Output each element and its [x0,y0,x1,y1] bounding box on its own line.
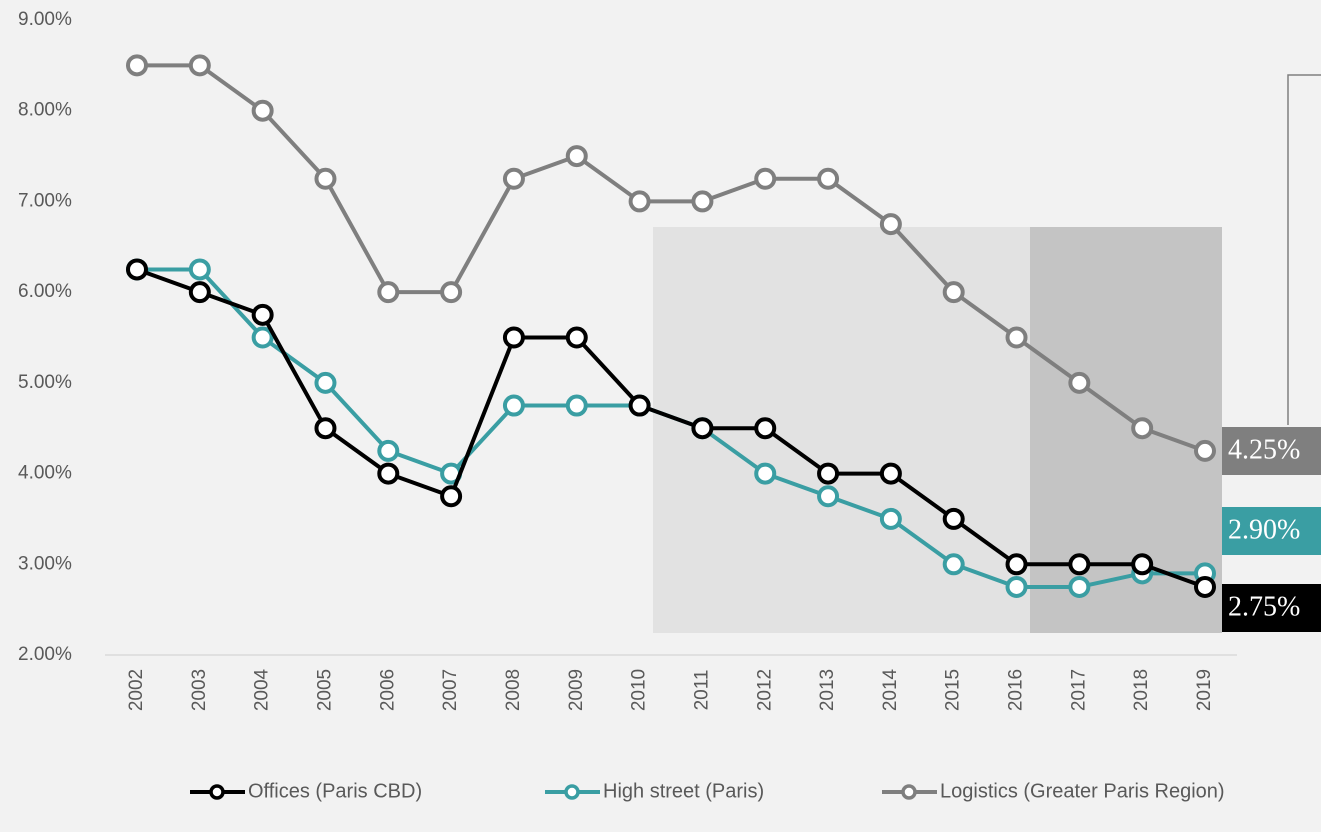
point [1131,417,1154,440]
point [126,258,148,281]
point [754,167,777,190]
point [817,462,840,485]
point [1194,575,1216,598]
y-tick-label: 4.00% [18,463,72,484]
point [440,281,463,304]
x-tick-label: 2017 [1068,669,1089,711]
value-label-box [1222,427,1321,475]
point [942,553,965,576]
y-tick-label: 9.00% [18,9,72,30]
x-tick-label: 2003 [189,669,210,711]
point [502,394,525,417]
legend-label: Offices (Paris CBD) [248,780,422,802]
value-label-box [1222,507,1321,555]
x-tick-label: 2013 [817,669,838,711]
legend-marker [209,784,225,800]
x-tick-label: 2014 [880,668,901,711]
point [440,485,463,508]
point [1068,371,1091,394]
point [314,167,337,190]
x-tick-label: 2002 [126,669,147,711]
point [251,303,274,326]
point [251,99,274,122]
point [879,213,902,236]
point [188,281,211,304]
point [1068,553,1091,576]
point [1068,575,1091,598]
point [314,371,337,394]
x-tick-label: 2006 [377,669,398,711]
x-tick-label: 2009 [566,669,587,711]
bracket [1287,74,1321,425]
point [691,417,714,440]
y-tick-label: 7.00% [18,190,72,211]
point [188,258,211,281]
point [691,190,714,213]
x-tick-label: 2005 [314,669,335,711]
series-line [137,63,1206,453]
x-tick-label: 2011 [691,670,712,711]
point [377,281,400,304]
point [817,485,840,508]
point [628,394,651,417]
value-label-box [1222,584,1321,632]
point [942,281,965,304]
point [126,54,148,77]
point [754,417,777,440]
point [565,326,588,349]
x-tick-label: 2007 [440,669,461,711]
value-label: 4.25% [1228,434,1300,465]
y-tick-label: 8.00% [18,100,72,121]
point [377,439,400,462]
x-tick-label: 2019 [1194,669,1215,711]
legend-marker [901,784,917,800]
y-tick-label: 2.00% [18,644,72,665]
point [502,326,525,349]
point [565,394,588,417]
point [377,462,400,485]
legend-label: Logistics (Greater Paris Region) [940,780,1225,802]
x-tick-label: 2004 [252,668,273,711]
point [188,54,211,77]
point [628,190,651,213]
x-tick-label: 2018 [1131,669,1152,711]
point [879,507,902,530]
point [1005,575,1028,598]
point [1005,326,1028,349]
point [1194,439,1216,462]
y-tick-label: 5.00% [18,372,72,393]
point [251,326,274,349]
point [754,462,777,485]
x-tick-label: 2008 [503,669,524,711]
point [1131,553,1154,576]
value-label: 2.90% [1228,514,1300,545]
value-label: 2.75% [1228,591,1300,622]
x-tick-label: 2012 [754,669,775,711]
point [1005,553,1028,576]
y-tick-label: 6.00% [18,281,72,302]
point [879,462,902,485]
point [502,167,525,190]
x-tick-label: 2010 [629,669,650,711]
point [565,145,588,168]
point [942,507,965,530]
legend-label: High street (Paris) [603,780,764,802]
point [314,417,337,440]
x-tick-label: 2015 [943,669,964,711]
y-tick-label: 3.00% [18,553,72,574]
point [817,167,840,190]
legend-marker [564,784,580,800]
x-tick-label: 2016 [1006,669,1027,711]
